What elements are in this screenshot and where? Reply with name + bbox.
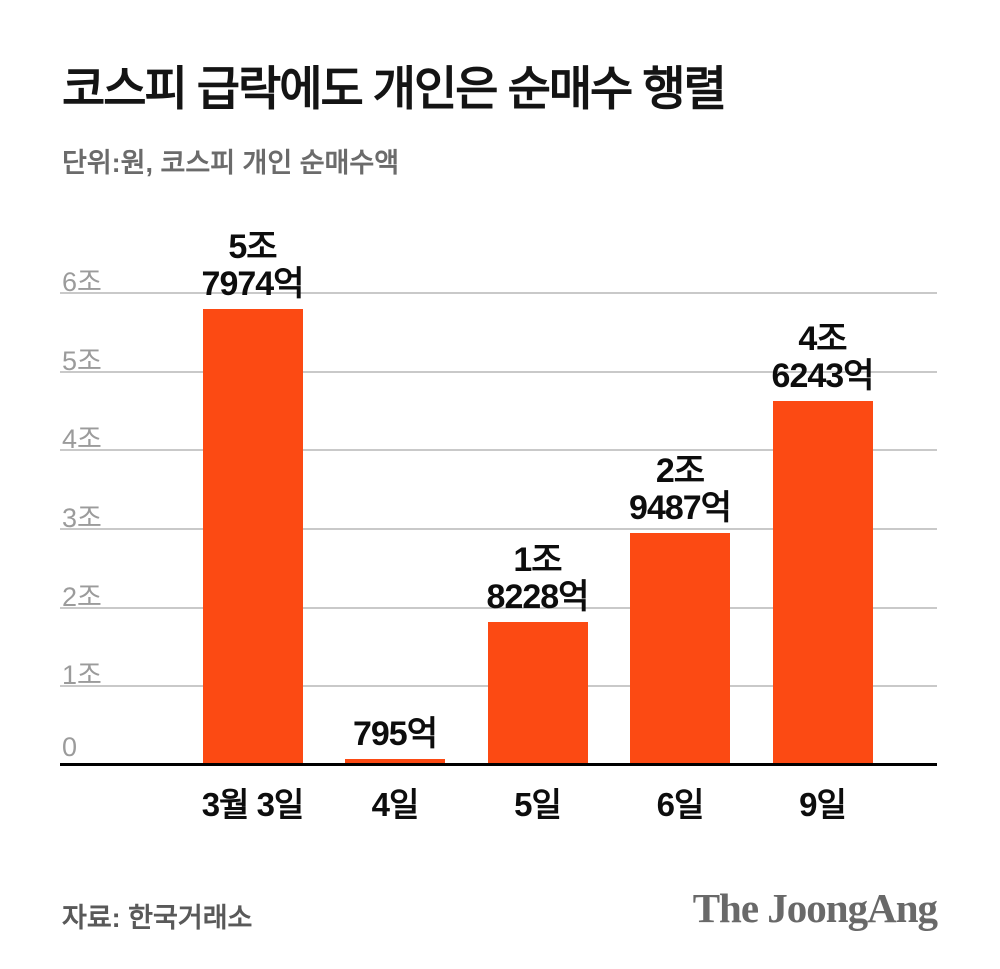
- y-axis-tick-label: 6조: [62, 266, 102, 297]
- bar-value-label: 795억: [352, 715, 438, 753]
- bar-value-label: 2조 9487억: [629, 452, 732, 527]
- x-axis-tick-label: 3월 3일: [201, 786, 305, 823]
- bar-5일: [487, 622, 588, 765]
- y-axis-tick-label: 2조: [62, 581, 102, 612]
- bar-value-label: 5조 7974억: [201, 228, 305, 303]
- y-axis-tick-label: 4조: [62, 424, 102, 455]
- x-axis-tick-label: 5일: [514, 786, 562, 823]
- bar-9일: [772, 401, 873, 765]
- x-axis-baseline: [60, 763, 937, 766]
- gridline-4조: [60, 449, 937, 452]
- source-credit: 자료: 한국거래소: [62, 903, 253, 933]
- bar-3월 3일: [202, 309, 303, 765]
- bar-value-label: 4조 6243억: [771, 320, 875, 395]
- y-axis-tick-label: 5조: [62, 345, 102, 376]
- chart-title: 코스피 급락에도 개인은 순매수 행렬: [62, 62, 727, 115]
- y-axis-tick-label: 3조: [62, 502, 102, 533]
- y-axis-tick-label: 0: [62, 732, 78, 762]
- x-axis-tick-label: 9일: [799, 786, 847, 823]
- bar-value-label: 1조 8228억: [486, 541, 590, 616]
- x-axis-tick-label: 6일: [656, 786, 705, 823]
- gridline-3조: [60, 527, 937, 530]
- gridline-2조: [60, 606, 937, 609]
- joongang-logo: The JoongAng: [692, 885, 938, 931]
- bar-4일: [345, 759, 445, 765]
- x-axis-tick-label: 4일: [371, 786, 420, 823]
- gridline-5조: [60, 370, 937, 373]
- gridline-6조: [60, 291, 937, 294]
- y-axis-tick-label: 1조: [62, 660, 102, 691]
- bar-6일: [630, 533, 730, 765]
- chart-subtitle-unit: 단위:원, 코스피 개인 순매수액: [62, 148, 400, 178]
